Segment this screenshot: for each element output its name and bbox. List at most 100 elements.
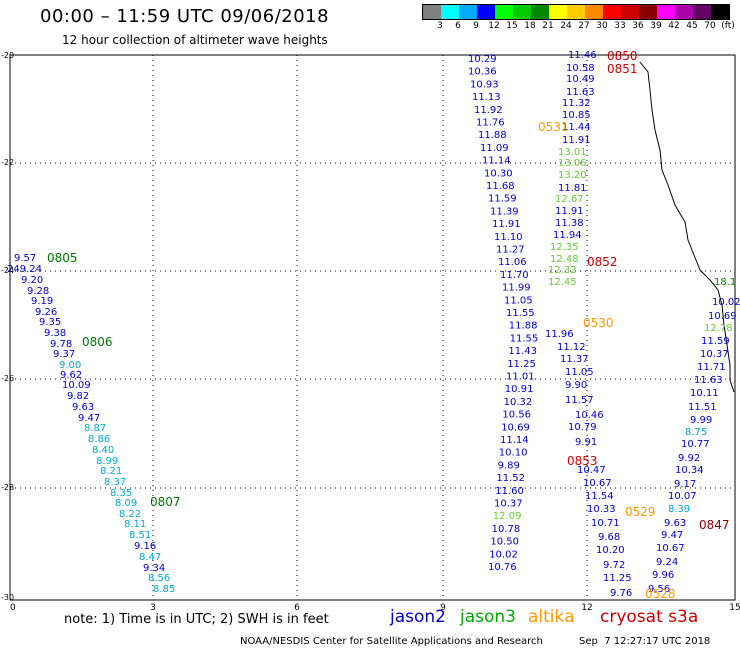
swh-value: 12.48 — [550, 254, 579, 265]
pass-time-label: 0853 — [567, 454, 598, 468]
swh-value: 9.82 — [67, 391, 89, 402]
legend-swatch — [711, 5, 729, 19]
swh-value: 11.99 — [502, 283, 531, 294]
swh-value: 11.25 — [603, 573, 632, 584]
swh-value: 11.71 — [697, 362, 726, 373]
legend-swatch — [459, 5, 477, 19]
swh-value: 8.09 — [115, 498, 137, 509]
legend-jason2: jason2 — [390, 607, 446, 627]
swh-value: 10.10 — [499, 448, 528, 459]
legend-swatch — [693, 5, 711, 19]
swh-value: 10.69 — [708, 311, 737, 322]
swh-value: 11.52 — [496, 473, 525, 484]
y-tick-label: -30 — [1, 593, 14, 602]
swh-value: 9.89 — [498, 460, 520, 471]
swh-value: 11.51 — [688, 402, 717, 413]
swh-value: 8.35 — [110, 488, 132, 499]
swh-value: 10.91 — [505, 384, 534, 395]
swh-value: 12.35 — [550, 242, 579, 253]
credit-footer: NOAA/NESDIS Center for Satellite Applica… — [240, 636, 543, 647]
legend-swatch — [495, 5, 513, 19]
swh-value: 9.62 — [60, 370, 82, 381]
swh-value: 10.56 — [502, 410, 531, 421]
legend-label: 30 — [596, 21, 608, 31]
swh-value: 11.55 — [506, 308, 535, 319]
pass-time-label: 0847 — [699, 518, 730, 532]
legend-swatch — [531, 5, 549, 19]
legend-swatch — [549, 5, 567, 19]
chart-title: 00:00 – 11:59 UTC 09/06/2018 — [40, 6, 330, 27]
swh-value: 11.57 — [565, 395, 594, 406]
swh-value: 13.06 — [558, 158, 587, 169]
swh-value: 11.38 — [555, 218, 584, 229]
legend-label: 21 — [542, 21, 554, 31]
swh-value: 8.87 — [84, 423, 106, 434]
swh-value: 11.91 — [562, 135, 591, 146]
swh-value: 11.68 — [486, 181, 515, 192]
swh-value: 9.38 — [44, 328, 66, 339]
swh-value: 9.57 — [14, 253, 36, 264]
swh-value: 9.68 — [598, 532, 620, 543]
swh-value: 9.35 — [39, 317, 61, 328]
swh-value: 10.07 — [668, 491, 697, 502]
swh-value: 11.54 — [585, 491, 614, 502]
swh-value: 9.20 — [21, 275, 43, 286]
legend-label: 9 — [473, 21, 479, 31]
swh-value: 9.34 — [143, 563, 165, 574]
pass-time-label: 0850 — [607, 49, 638, 63]
swh-value: 10.37 — [494, 499, 523, 510]
swh-value: 9.17 — [674, 479, 696, 490]
swh-value: 11.63 — [566, 87, 595, 98]
swh-value: 11.59 — [488, 194, 517, 205]
swh-value: 9.78 — [50, 339, 72, 350]
swh-value: 9.47 — [661, 530, 683, 541]
swh-value: 10.67 — [583, 478, 612, 489]
swh-value: 10.58 — [566, 63, 595, 74]
swh-value: 11.14 — [482, 156, 511, 167]
swh-value: 10.79 — [568, 422, 597, 433]
swh-value: 9.16 — [134, 541, 156, 552]
swh-value: 11.37 — [560, 354, 589, 365]
swh-value: 9.96 — [652, 570, 674, 581]
swh-value: 11.32 — [562, 98, 591, 109]
swh-value: 10.85 — [562, 110, 591, 121]
generated-timestamp: Sep 7 12:27:17 UTC 2018 — [579, 636, 711, 647]
swh-value: 11.55 — [510, 333, 539, 344]
swh-value: 11.70 — [500, 270, 529, 281]
legend-label: 15 — [506, 21, 518, 31]
swh-value: 10.37 — [700, 349, 729, 360]
swh-value: 9.72 — [603, 560, 625, 571]
swh-value: 11.10 — [494, 232, 523, 243]
swh-value: 8.11 — [124, 519, 146, 530]
swh-value: 10.33 — [587, 504, 616, 515]
swh-value: 11.96 — [545, 329, 574, 340]
swh-value: 8.75 — [685, 427, 707, 438]
swh-value: 10.09 — [62, 380, 91, 391]
swh-value: 8.56 — [148, 573, 170, 584]
legend-label: 3 — [437, 21, 443, 31]
x-tick-label: 3 — [150, 603, 156, 610]
swh-value: 11.06 — [498, 257, 527, 268]
swh-value: 10.50 — [490, 537, 519, 548]
swh-value: 12.32 — [548, 265, 577, 276]
swh-value: 10.34 — [675, 465, 704, 476]
swh-value: 10.20 — [596, 545, 625, 556]
swh-value: 10.93 — [470, 79, 499, 90]
swh-value: 11.88 — [509, 321, 538, 332]
swh-value: 11.05 — [565, 367, 594, 378]
swh-value: 11.14 — [500, 435, 529, 446]
swh-value: 11.13 — [472, 92, 501, 103]
swh-value: 13.20 — [558, 170, 587, 181]
legend-swatch — [585, 5, 603, 19]
swh-value: 9.28 — [27, 286, 49, 297]
legend-label: 39 — [650, 21, 662, 31]
swh-value: 249.24 — [7, 264, 42, 275]
swh-value: 9.19 — [31, 296, 53, 307]
x-tick-label: 12 — [581, 603, 592, 610]
legend-label: 27 — [578, 21, 590, 31]
legend-label: 12 — [488, 21, 500, 31]
swh-value: 8.85 — [153, 584, 175, 595]
swh-value: 9.92 — [678, 453, 700, 464]
swh-value: 10.49 — [566, 74, 595, 85]
swh-value: 11.39 — [490, 206, 519, 217]
